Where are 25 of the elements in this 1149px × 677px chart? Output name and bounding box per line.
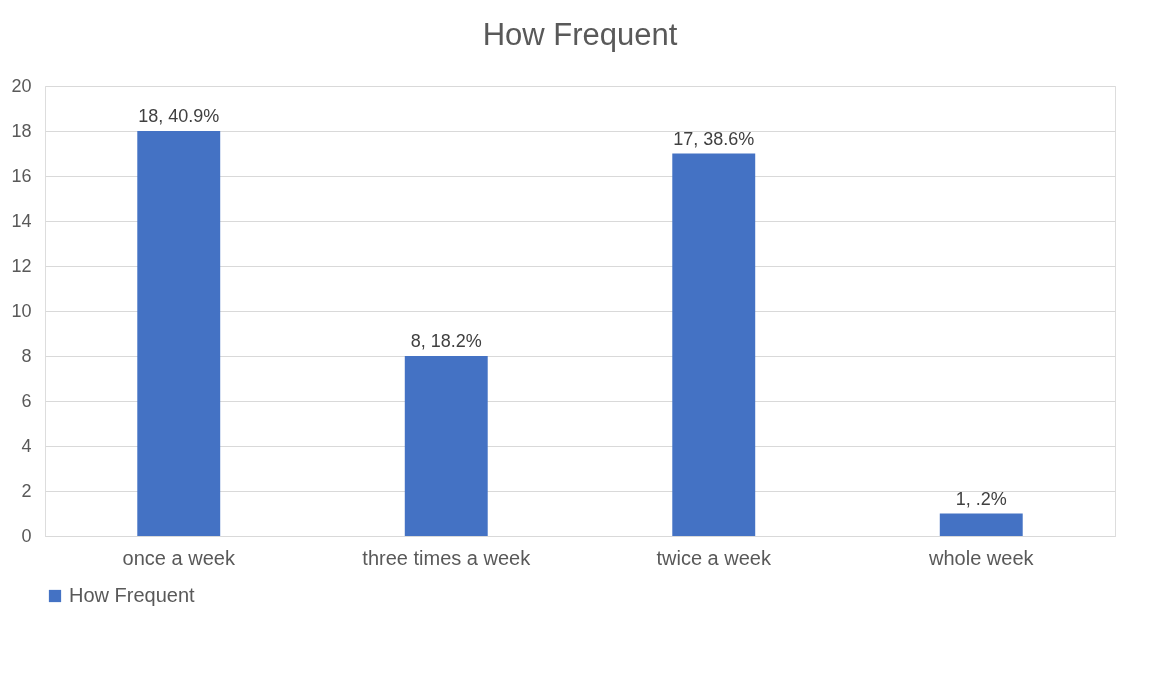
y-tick-label: 8 [21,345,32,366]
bar [939,513,1023,536]
chart-title: How Frequent [482,17,678,52]
bar [137,131,221,536]
y-tick-label: 20 [11,75,32,96]
x-tick-label: twice a week [656,546,772,569]
legend-label: How Frequent [69,584,196,606]
data-label: 8, 18.2% [410,331,482,351]
bar [672,153,756,536]
y-tick-label: 16 [11,165,32,186]
y-tick-label: 12 [11,255,32,276]
x-tick-label: once a week [122,546,236,569]
y-tick-label: 6 [21,390,32,411]
y-tick-label: 4 [21,435,32,456]
y-tick-label: 10 [11,300,32,321]
x-tick-label: three times a week [362,546,532,569]
data-label: 1, .2% [955,488,1007,509]
y-tick-label: 2 [21,480,32,501]
bar [404,356,488,536]
x-tick-label: whole week [927,546,1035,569]
y-tick-label: 0 [21,525,32,546]
data-label: 17, 38.6% [673,128,755,149]
y-tick-label: 18 [11,120,32,141]
data-label: 18, 40.9% [138,106,220,126]
y-tick-label: 14 [11,210,32,231]
